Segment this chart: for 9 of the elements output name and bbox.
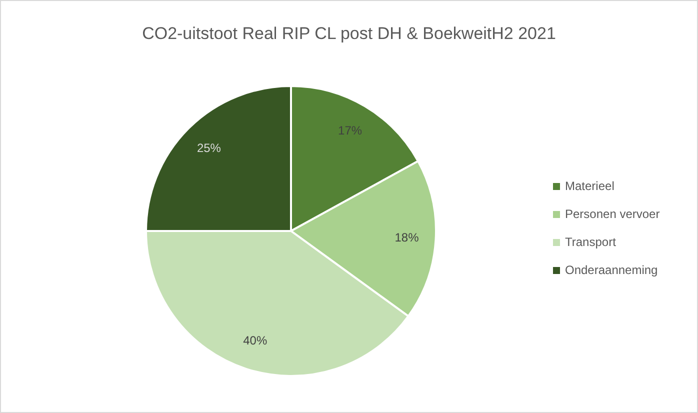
legend-label: Onderaanneming — [565, 263, 658, 278]
data-label: 17% — [338, 123, 362, 138]
legend-label: Materieel — [565, 179, 614, 194]
data-label: 40% — [243, 333, 268, 348]
legend-label: Personen vervoer — [565, 207, 660, 222]
data-label: 25% — [196, 141, 222, 156]
chart-title: CO2-uitstoot Real RIP CL post DH & BoekweitH2 2021 — [142, 24, 556, 43]
data-label: 18% — [394, 230, 420, 244]
legend-label: Transport — [565, 235, 617, 250]
